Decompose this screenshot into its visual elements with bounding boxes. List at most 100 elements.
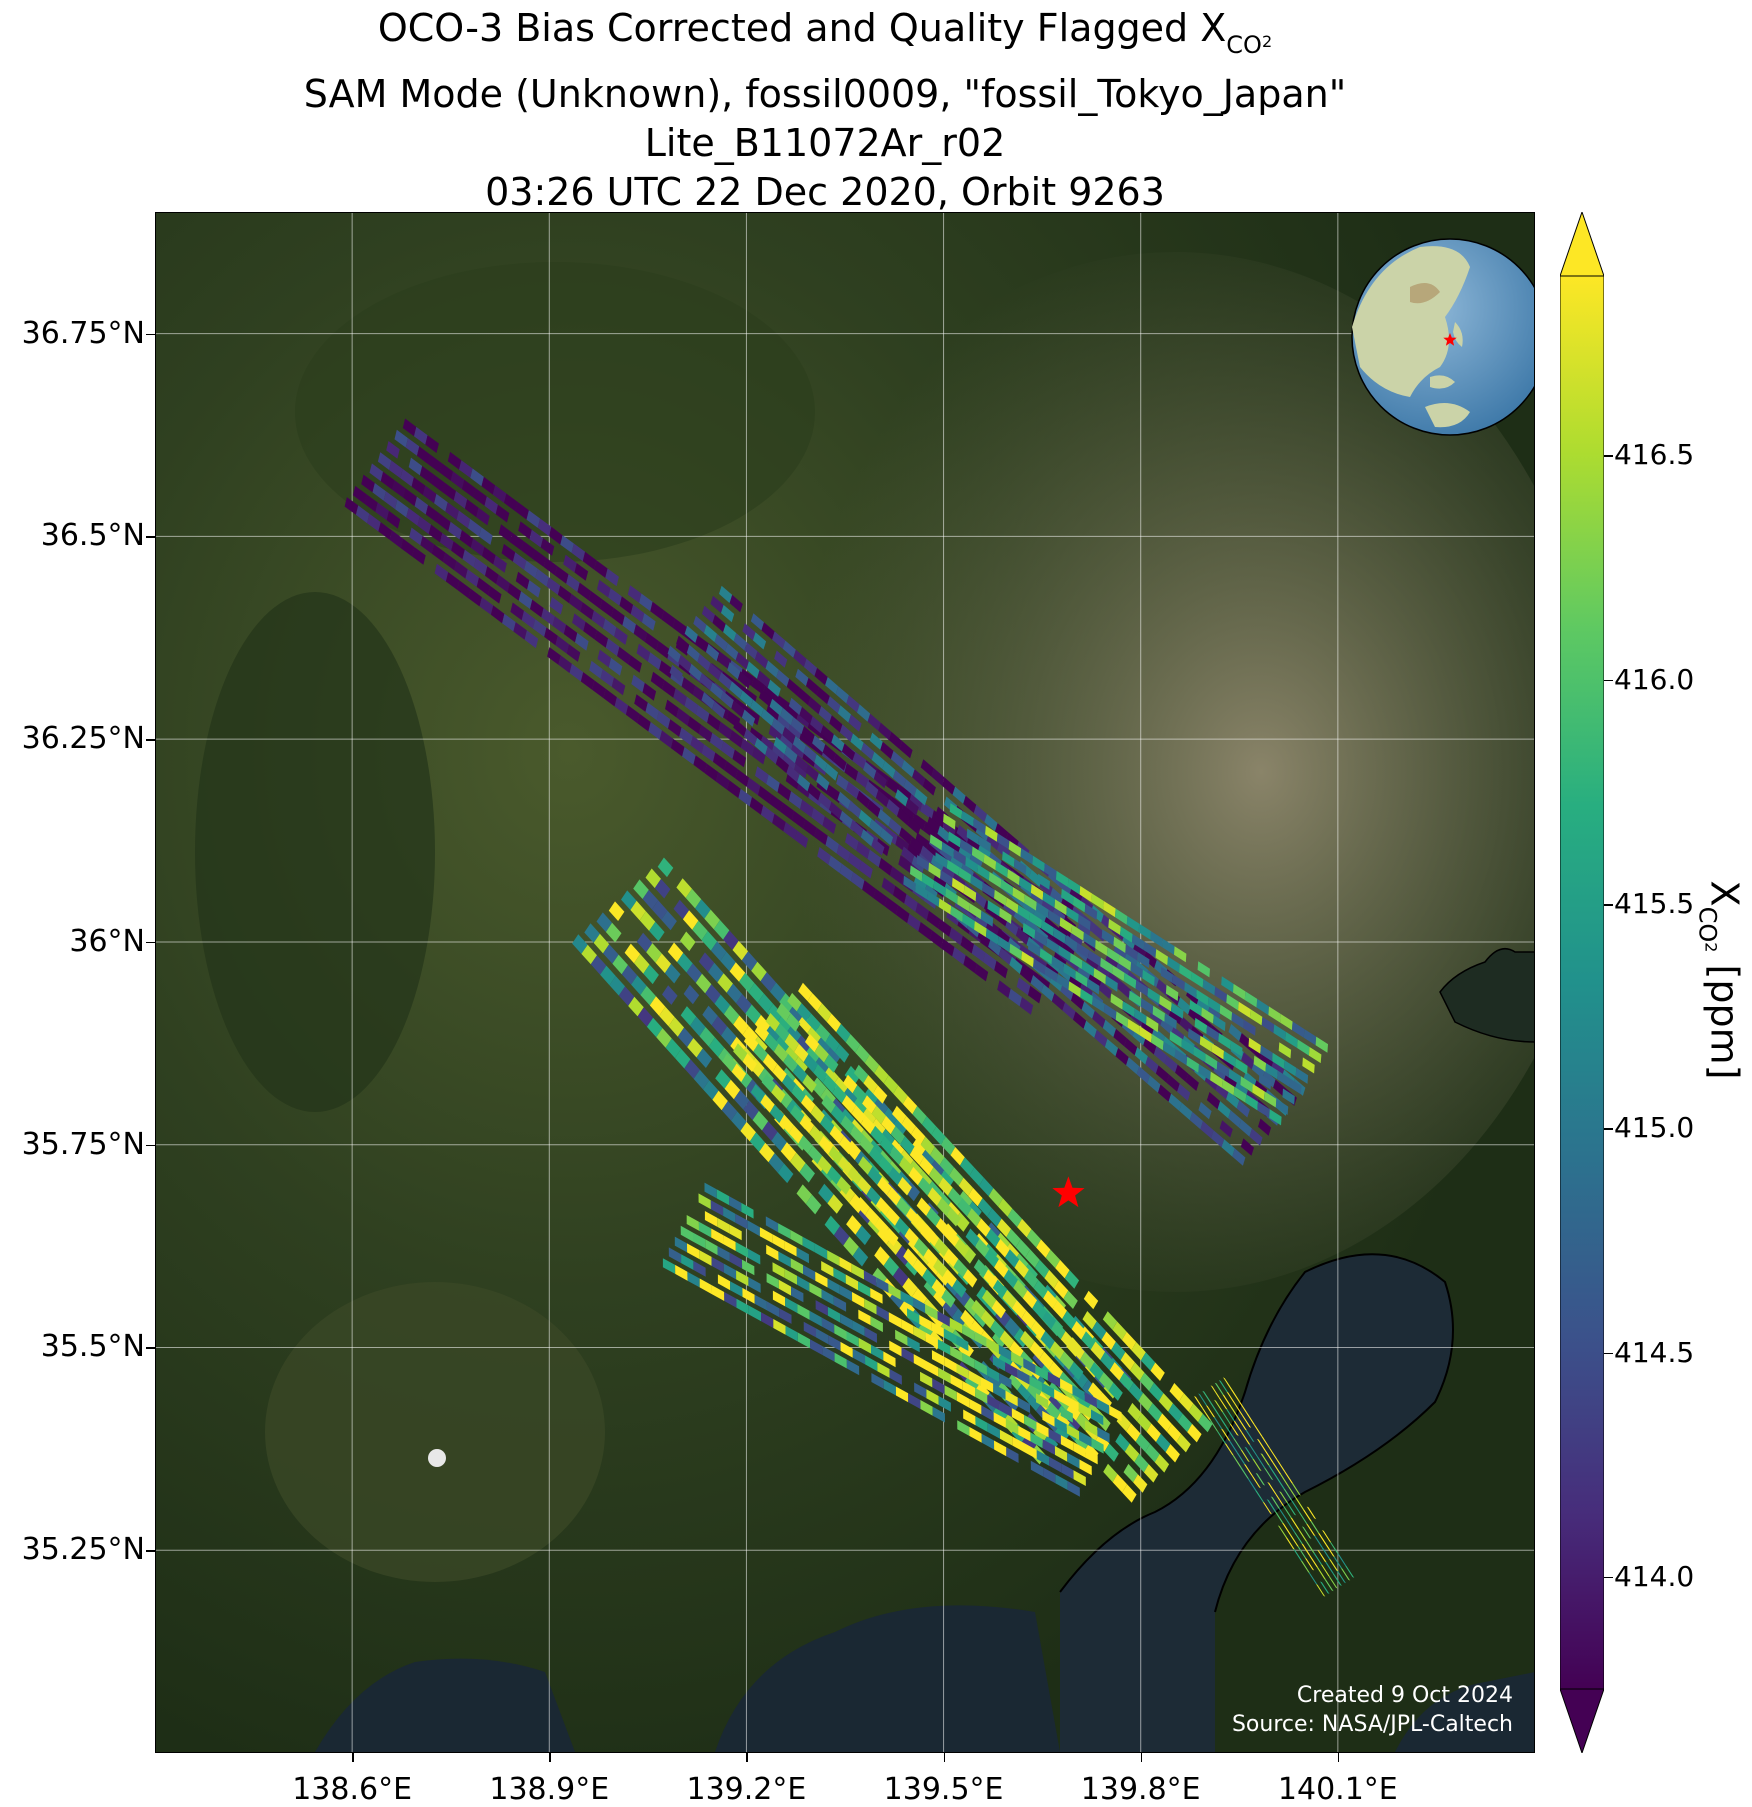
sounding-cell — [1017, 904, 1031, 921]
sounding-cell — [754, 651, 769, 669]
sounding-cell — [796, 1184, 813, 1204]
sounding-cell — [1063, 1290, 1078, 1309]
sounding-cell — [1017, 1218, 1032, 1238]
sounding-cell — [969, 1167, 984, 1186]
sounding-cell — [1283, 1471, 1294, 1484]
sounding-cell — [1243, 1463, 1254, 1477]
sounding-cell — [797, 774, 811, 792]
sounding-cell — [1276, 1459, 1286, 1473]
sounding-cell — [532, 619, 547, 637]
sounding-cell — [1166, 1423, 1182, 1443]
sounding-cell — [1298, 1511, 1308, 1525]
graticule — [155, 212, 1535, 1753]
sounding-cell — [1237, 1417, 1247, 1431]
sounding-cell — [833, 1267, 846, 1284]
sounding-cell — [859, 1135, 874, 1155]
sounding-cell — [414, 496, 429, 515]
sounding-cell — [425, 435, 439, 453]
sounding-cell — [1147, 1403, 1163, 1422]
sounding-cell — [1122, 1001, 1135, 1018]
sounding-cell — [836, 844, 851, 862]
sounding-cell — [1257, 1101, 1270, 1118]
sounding-cell — [646, 943, 662, 963]
sounding-cell — [723, 1005, 740, 1025]
sounding-cell — [748, 983, 764, 1003]
sounding-cell — [743, 1100, 759, 1121]
sounding-cell — [693, 1069, 710, 1090]
sounding-cell — [633, 879, 649, 899]
sounding-cell — [501, 543, 516, 562]
sounding-cell — [903, 875, 916, 892]
sounding-cell — [1238, 1400, 1248, 1414]
sounding-cell — [1095, 1433, 1110, 1452]
sounding-cell — [571, 543, 586, 562]
sounding-cell — [833, 753, 847, 771]
sounding-cell — [845, 1274, 858, 1291]
sounding-cell — [981, 1433, 995, 1450]
sounding-cell — [774, 650, 788, 668]
sounding-cell — [933, 1258, 948, 1278]
sounding-cell — [818, 792, 832, 810]
sounding-cell — [693, 615, 707, 633]
sounding-cell — [1275, 1476, 1286, 1490]
sounding-cell — [944, 1385, 957, 1401]
title-line-1: OCO-3 Bias Corrected and Quality Flagged… — [377, 6, 1273, 59]
sounding-cell — [820, 1115, 835, 1134]
sounding-cell — [855, 1225, 872, 1246]
sounding-cell — [825, 835, 839, 854]
sounding-cell — [809, 1125, 824, 1144]
sounding-cell — [892, 1105, 907, 1125]
sounding-cell — [493, 555, 507, 573]
sounding-cell — [1080, 988, 1093, 1005]
sounding-cell — [1035, 1365, 1048, 1381]
sounding-cell — [1229, 1423, 1239, 1436]
sounding-cell — [1029, 912, 1042, 929]
sounding-cell — [711, 1256, 724, 1273]
sounding-cell — [1277, 1070, 1290, 1087]
sounding-cell — [731, 700, 745, 718]
sounding-cell — [888, 731, 902, 750]
sounding-cell — [1283, 1060, 1297, 1077]
sounding-cell — [969, 903, 982, 920]
sounding-cell — [1162, 938, 1175, 955]
sounding-cell — [1097, 1427, 1110, 1443]
sounding-cell — [1047, 1371, 1061, 1388]
sounding-cell — [675, 1048, 691, 1069]
sounding-cell — [1232, 1148, 1246, 1166]
sounding-cell — [788, 721, 802, 740]
sounding-cell — [921, 1116, 937, 1135]
sounding-cell — [1060, 1406, 1073, 1423]
sounding-cell — [1165, 1444, 1180, 1463]
sounding-cell — [724, 1079, 741, 1100]
sounding-cell — [729, 730, 744, 748]
sounding-cell — [674, 1236, 688, 1253]
sounding-cell — [765, 704, 780, 723]
sounding-cell — [803, 745, 817, 763]
sounding-cell — [1039, 948, 1053, 965]
sounding-cell — [1154, 1454, 1170, 1473]
longitude-tick-mark — [352, 1753, 354, 1762]
sounding-cell — [1185, 1073, 1199, 1091]
sounding-cell — [806, 1013, 821, 1032]
sounding-cell — [470, 538, 485, 557]
sounding-cell — [801, 726, 815, 744]
sounding-cell — [1012, 1436, 1025, 1453]
sounding-cell — [521, 610, 536, 629]
sounding-cell — [695, 973, 712, 994]
sounding-cell — [855, 771, 870, 790]
sounding-cell — [634, 954, 650, 974]
sounding-cell — [1337, 1553, 1347, 1567]
sounding-cell — [909, 836, 923, 854]
sounding-cell — [1245, 1094, 1258, 1111]
sounding-cell — [847, 1166, 862, 1185]
sounding-cell — [1158, 1393, 1173, 1412]
sounding-cell — [858, 1337, 871, 1354]
sounding-cell — [1293, 1531, 1304, 1545]
sounding-cell — [960, 935, 974, 954]
sounding-cell — [1179, 1393, 1194, 1412]
sounding-cell — [890, 1126, 906, 1145]
sounding-cell — [911, 1126, 926, 1145]
sounding-cell — [973, 804, 987, 823]
sounding-cell — [950, 1374, 963, 1391]
sounding-cell — [926, 890, 940, 907]
